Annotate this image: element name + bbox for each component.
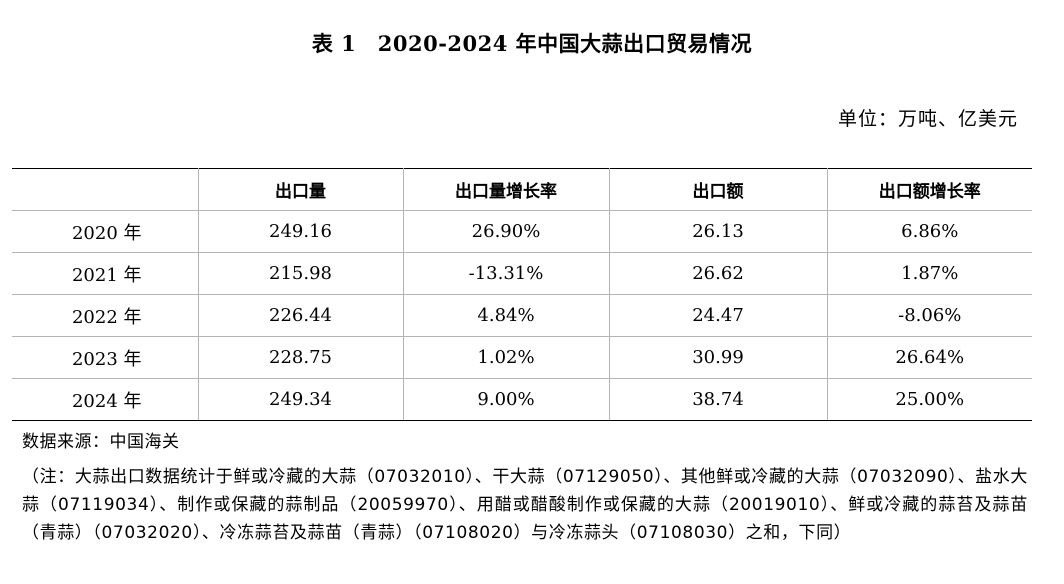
volume-growth-cell: 4.84% bbox=[402, 294, 610, 337]
table-row: 2023 年 228.75 1.02% 30.99 26.64% bbox=[12, 336, 1032, 379]
volume-growth-cell: 9.00% bbox=[402, 378, 610, 421]
table-row: 2022 年 226.44 4.84% 24.47 -8.06% bbox=[12, 294, 1032, 337]
volume-growth-cell: -13.31% bbox=[402, 252, 610, 295]
footnote: （注：大蒜出口数据统计于鲜或冷藏的大蒜（07032010）、干大蒜（071290… bbox=[22, 467, 1028, 543]
year-cell: 2021 年 bbox=[12, 252, 199, 295]
export-volume-cell: 249.16 bbox=[197, 210, 404, 253]
export-value-cell: 38.74 bbox=[608, 378, 828, 421]
table-header-row: 出口量 出口量增长率 出口额 出口额增长率 bbox=[12, 168, 1032, 211]
header-cell-export-value: 出口额 bbox=[608, 168, 828, 211]
data-source: 数据来源：中国海关 bbox=[22, 432, 180, 452]
volume-growth-cell: 1.02% bbox=[402, 336, 610, 379]
export-value-cell: 24.47 bbox=[608, 294, 828, 337]
table-row: 2021 年 215.98 -13.31% 26.62 1.87% bbox=[12, 252, 1032, 295]
table-title: 表 1 2020-2024 年中国大蒜出口贸易情况 bbox=[311, 31, 753, 56]
volume-growth-cell: 26.90% bbox=[402, 210, 610, 253]
export-value-cell: 30.99 bbox=[608, 336, 828, 379]
export-volume-cell: 226.44 bbox=[197, 294, 404, 337]
export-volume-cell: 228.75 bbox=[197, 336, 404, 379]
trade-table: 出口量 出口量增长率 出口额 出口额增长率 2020 年 249.16 26.9… bbox=[12, 168, 1032, 421]
year-cell: 2020 年 bbox=[12, 210, 199, 253]
header-cell-volume-growth: 出口量增长率 bbox=[402, 168, 610, 211]
value-growth-cell: 1.87% bbox=[826, 252, 1032, 295]
unit-label: 单位：万吨、亿美元 bbox=[837, 108, 1018, 130]
year-cell: 2024 年 bbox=[12, 378, 199, 421]
export-value-cell: 26.62 bbox=[608, 252, 828, 295]
header-cell-value-growth: 出口额增长率 bbox=[826, 168, 1032, 211]
export-volume-cell: 249.34 bbox=[197, 378, 404, 421]
value-growth-cell: 26.64% bbox=[826, 336, 1032, 379]
header-cell-export-volume: 出口量 bbox=[197, 168, 404, 211]
value-growth-cell: 6.86% bbox=[826, 210, 1032, 253]
value-growth-cell: 25.00% bbox=[826, 378, 1032, 421]
table-row: 2020 年 249.16 26.90% 26.13 6.86% bbox=[12, 210, 1032, 253]
export-value-cell: 26.13 bbox=[608, 210, 828, 253]
value-growth-cell: -8.06% bbox=[826, 294, 1032, 337]
year-cell: 2022 年 bbox=[12, 294, 199, 337]
year-cell: 2023 年 bbox=[12, 336, 199, 379]
header-cell-corner bbox=[12, 168, 199, 211]
table-row: 2024 年 249.34 9.00% 38.74 25.00% bbox=[12, 378, 1032, 421]
export-volume-cell: 215.98 bbox=[197, 252, 404, 295]
